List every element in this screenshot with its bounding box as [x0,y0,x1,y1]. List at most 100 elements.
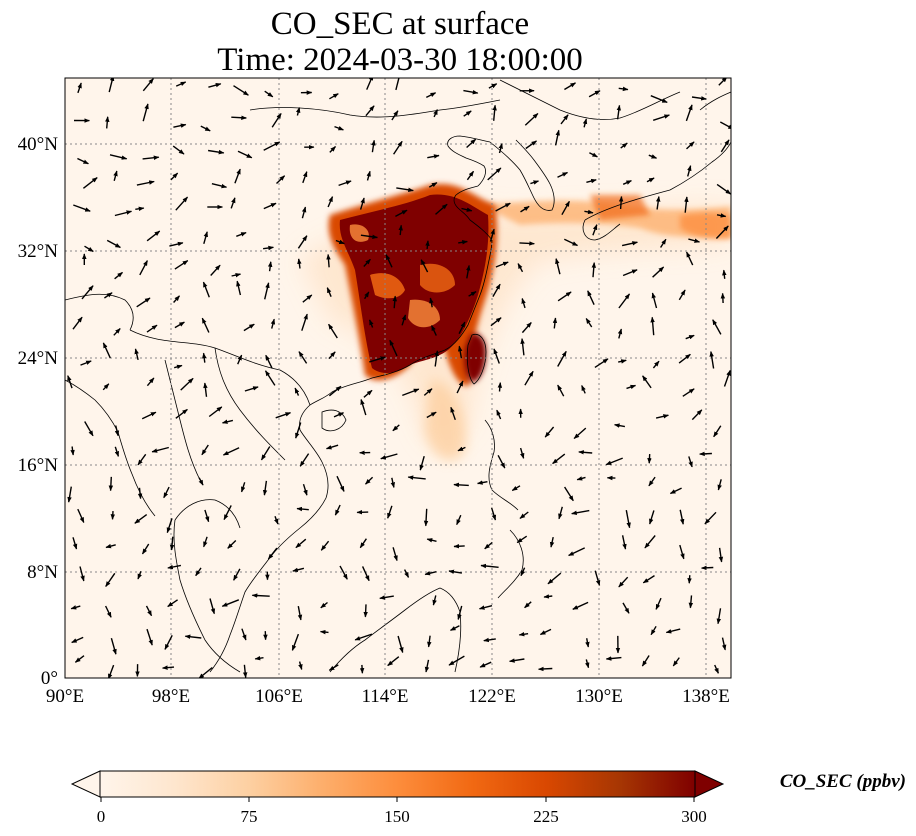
wind-arrow-104 [716,213,727,218]
wind-arrow-281 [336,475,345,492]
wind-arrow-263 [419,456,425,471]
wind-arrow-239 [333,412,345,418]
wind-arrow-55 [498,143,503,154]
wind-arrow-36 [560,114,569,125]
wind-arrow-332 [621,535,627,550]
wind-arrow-333 [644,535,656,549]
wind-arrow-221 [423,388,433,396]
wind-arrow-337 [105,572,116,587]
wind-arrow-92 [327,196,334,208]
wind-arrow-123 [660,238,667,248]
lat-tick-0: 0° [41,668,58,689]
wind-arrow-27 [271,113,282,128]
wind-arrow-182 [521,322,532,334]
wind-arrow-9 [366,78,374,90]
wind-arrow-192 [174,364,183,370]
wind-arrow-160 [492,283,501,297]
wind-arrow-246 [544,426,555,438]
wind-arrow-163 [587,290,595,305]
wind-arrow-393 [539,628,552,636]
wind-arrow-166 [678,289,686,301]
wind-arrow-159 [468,291,477,297]
wind-arrow-89 [230,197,236,209]
coastline-philippines-luzon [484,419,519,511]
wind-arrow-222 [456,380,464,394]
lon-tick-90e: 90°E [46,686,84,707]
wind-arrow-373 [572,601,589,610]
wind-arrow-33 [463,110,472,117]
wind-arrow-100 [584,209,594,215]
wind-arrow-252 [70,446,75,456]
wind-arrow-366 [363,604,368,618]
colorbar-gradient [99,770,696,798]
wind-arrow-391 [483,637,496,643]
lat-tick-32n: 32°N [18,241,59,262]
wind-arrow-278 [240,482,246,493]
wind-arrow-48 [263,141,281,151]
wind-arrow-60 [648,154,658,159]
wind-arrow-201 [457,345,463,359]
wind-arrow-253 [114,446,120,457]
wind-arrow-381 [164,634,173,650]
wind-arrow-266 [519,447,525,459]
wind-arrow-284 [407,475,426,480]
wind-arrow-360 [167,599,178,608]
coastline-taiwan [466,333,487,385]
wind-arrow-81 [646,177,655,183]
wind-arrow-398 [721,637,727,651]
wind-arrow-238 [295,422,302,439]
map-background [65,78,731,678]
wind-arrow-297 [166,518,173,534]
wind-arrow-187 [685,334,695,340]
wind-arrow-205 [594,358,609,368]
wind-arrow-351 [547,572,562,585]
colorbar: 0 75 150 225 300 CO_SEC (ppbv) [70,770,906,826]
wind-arrow-151 [202,281,210,298]
wind-arrow-96 [461,207,473,212]
wind-arrow-199 [389,339,398,357]
wind-arrow-394 [585,638,590,648]
wind-arrow-379 [110,638,117,655]
wind-arrow-240 [360,398,367,416]
wind-arrow-23 [142,103,149,122]
wind-arrow-114 [360,234,378,240]
wind-arrow-193 [202,352,207,363]
wind-arrow-76 [487,167,502,181]
wind-arrow-352 [594,570,601,586]
lat-tick-16n: 16°N [18,455,59,476]
wind-arrow-72 [366,170,371,181]
wind-arrow-196 [298,351,308,364]
wind-arrow-75 [466,170,475,181]
wind-arrow-228 [642,375,652,389]
wind-arrow-243 [450,406,456,421]
wind-arrow-105 [84,245,94,253]
wind-arrow-213 [180,377,194,391]
wind-arrow-242 [426,411,437,419]
wind-arrow-78 [557,171,569,178]
gridlines [65,78,731,678]
wind-arrow-174 [270,318,276,329]
wind-arrow-319 [203,536,208,548]
wind-arrow-287 [511,485,521,492]
wind-arrow-44 [142,155,160,160]
wind-arrow-54 [466,138,477,149]
wind-arrow-4 [208,82,222,88]
wind-arrow-91 [301,206,307,219]
wind-arrow-157 [392,295,398,309]
wind-arrow-369 [457,605,463,620]
wind-arrow-139 [495,261,509,268]
wind-arrow-349 [480,563,499,569]
wind-arrow-8 [329,93,339,100]
wind-arrow-185 [617,328,623,339]
wind-arrow-285 [453,482,469,488]
wind-arrow-40 [685,104,693,122]
wind-arrow-280 [302,483,308,496]
colorbar-tick-75: 75 [241,807,258,826]
wind-arrow-392 [518,631,529,637]
wind-arrow-97 [495,202,511,212]
wind-arrow-317 [141,543,150,555]
wind-arrow-190 [102,342,111,359]
lon-tick-138e: 138°E [682,686,730,707]
wind-arrow-350 [520,567,526,577]
wind-arrow-171 [174,321,185,329]
